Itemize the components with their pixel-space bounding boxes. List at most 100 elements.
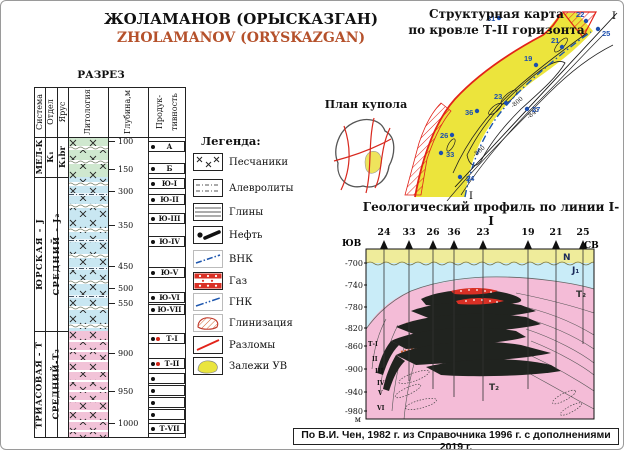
contour-line-840 (460, 34, 604, 196)
legend-title: Легенда: (201, 134, 261, 148)
dome-faults (333, 117, 392, 194)
contour-line-800 (452, 32, 588, 174)
depth-scale: -700 -740 -780 -820 -860 -900 -940 -980 … (345, 259, 367, 423)
well-label: 33 (446, 150, 454, 159)
oil-dot (151, 270, 155, 275)
header-lithology: Литология (83, 89, 92, 135)
svg-text:Т-I: Т-I (368, 341, 378, 348)
legend-item-faults: Разломы (193, 336, 275, 354)
productivity-cell: Ю-II (148, 194, 185, 205)
depth-tick (108, 266, 115, 267)
depth-value: 900 (118, 349, 134, 358)
header-productivity-line2: тивность (170, 93, 179, 131)
fault-line (414, 12, 562, 198)
svg-text:-780: -780 (345, 303, 363, 312)
well-label: 25 (602, 29, 610, 38)
svg-text:26: 26 (426, 227, 440, 238)
well-label: 27 (532, 105, 540, 114)
svg-text:II: II (372, 356, 378, 363)
unit-jurassic-otdel: СРЕДНИЙ - J₂ (52, 212, 62, 296)
dome-outline (335, 118, 395, 188)
oil-dot (151, 376, 155, 381)
clay-icon (193, 203, 223, 221)
hc-deposit-area (415, 13, 593, 197)
depth-tick (108, 391, 115, 392)
siltstone-icon (193, 179, 223, 197)
svg-text:-980: -980 (345, 407, 363, 416)
contour-line-860 (446, 44, 614, 201)
legend-item-goc: ГНК (193, 293, 252, 311)
svg-text:36: 36 (447, 227, 461, 238)
label-t2-lower: Т₂ (489, 383, 499, 393)
header-productivity-line1: Продук- (155, 94, 164, 130)
productivity-cell (148, 373, 185, 384)
productivity-cell: Т-II (148, 358, 185, 369)
clayization-icon (193, 314, 223, 332)
oil-dot (151, 197, 155, 202)
legend-item-gas: Газ (193, 272, 247, 290)
unit-jurassic-system: ЮРСКАЯ - J (35, 218, 45, 290)
section-line-I-I (454, 12, 618, 188)
profile-title: Геологический профиль по линии I-I (362, 200, 620, 228)
productivity-cell: Ю-VII (148, 304, 185, 315)
map-title-line2: по кровле Т-II горизонта (408, 23, 585, 37)
page-subtitle: ZHOLAMANOV (ORYSKAZGAN) (116, 30, 366, 46)
header-productivity: Продук-тивность (148, 87, 186, 137)
contour-loop-small (500, 89, 518, 105)
hc-deposit-icon (193, 357, 223, 375)
depth-tick (108, 191, 115, 192)
depth-tick (108, 303, 115, 304)
lithology-column (68, 137, 108, 438)
depth-tick (108, 288, 115, 289)
fault-icon (193, 336, 223, 354)
gas-icon (193, 272, 223, 290)
horizon-labels: Т-I II III IV V VI (368, 341, 385, 412)
depth-value: 350 (118, 221, 134, 230)
sandstone-icon (193, 153, 223, 171)
well-label: 24 (466, 174, 475, 183)
svg-text:19: 19 (521, 227, 535, 238)
n-j1-boundary (366, 261, 594, 266)
productivity-cell: Ю-VI (148, 292, 185, 303)
svg-text:24: 24 (377, 227, 391, 238)
table-line (148, 87, 149, 438)
table-line (108, 87, 109, 438)
productivity-cell: А (148, 141, 185, 152)
triassic-partings (68, 340, 108, 432)
legend-item-sandstone: Песчаники (193, 153, 288, 171)
depth-value: 150 (118, 165, 134, 174)
legend-item-owc: ВНК (193, 250, 253, 268)
productivity-cell (148, 397, 185, 408)
table-line (45, 87, 46, 438)
oil-dot (151, 426, 155, 431)
clay-interbeds (68, 146, 108, 328)
well-label: 21 (551, 36, 559, 45)
productivity-cell: Т-VII (148, 423, 185, 434)
gas-dot (156, 336, 160, 341)
svg-text:-860: -860 (345, 342, 363, 351)
depth-tick (108, 423, 115, 424)
dome-plan (333, 117, 395, 194)
depth-tick (108, 169, 115, 170)
stratum-labels: N J₁ Т₂ Т₂ (489, 253, 586, 393)
oil-dot (151, 239, 155, 244)
geological-profile: 24 33 26 36 23 19 21 25 ЮВ СВ -700 -740 -780 -… (342, 227, 599, 423)
map-wells: 31 22 25 21 19 23 36 27 26 33 24 (438, 10, 610, 183)
productivity-cell: Ю-V (148, 267, 185, 278)
productivity-cell (148, 409, 185, 420)
svg-text:III: III (375, 368, 384, 375)
svg-text:25: 25 (576, 227, 589, 238)
gas-dot (156, 361, 160, 366)
svg-text:VI: VI (376, 405, 385, 412)
unit-cretaceous-yarus: К₁br (58, 146, 68, 168)
well-label: 26 (440, 131, 448, 140)
table-line (68, 87, 69, 438)
well-label: 23 (494, 92, 502, 101)
oil-dot (151, 361, 155, 366)
oil-dot (151, 336, 155, 341)
dome-plan-title: План купола (324, 98, 408, 111)
depth-value: 100 (118, 137, 134, 146)
section-line-label-bottom: I (469, 191, 473, 201)
productivity-cell: Ю-III (148, 213, 185, 224)
